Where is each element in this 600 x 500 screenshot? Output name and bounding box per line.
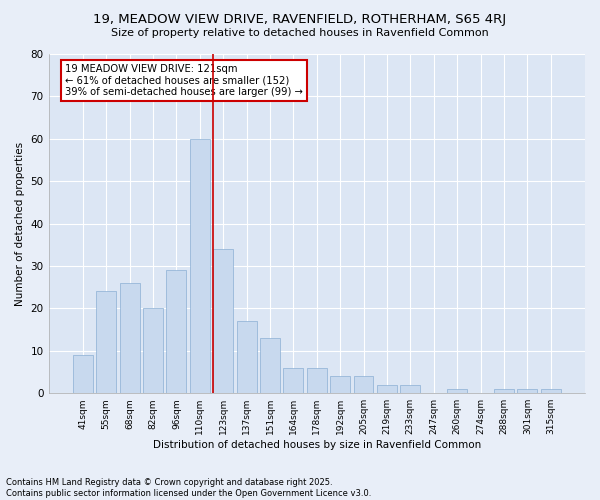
Bar xyxy=(377,384,397,393)
Y-axis label: Number of detached properties: Number of detached properties xyxy=(15,142,25,306)
Bar xyxy=(213,249,233,393)
Bar xyxy=(236,321,257,393)
Text: 19 MEADOW VIEW DRIVE: 121sqm
← 61% of detached houses are smaller (152)
39% of s: 19 MEADOW VIEW DRIVE: 121sqm ← 61% of de… xyxy=(65,64,302,98)
Text: 19, MEADOW VIEW DRIVE, RAVENFIELD, ROTHERHAM, S65 4RJ: 19, MEADOW VIEW DRIVE, RAVENFIELD, ROTHE… xyxy=(94,12,506,26)
Bar xyxy=(73,355,93,393)
X-axis label: Distribution of detached houses by size in Ravenfield Common: Distribution of detached houses by size … xyxy=(152,440,481,450)
Bar xyxy=(307,368,327,393)
Bar xyxy=(120,283,140,393)
Bar xyxy=(447,389,467,393)
Bar xyxy=(283,368,304,393)
Bar xyxy=(330,376,350,393)
Bar xyxy=(143,308,163,393)
Text: Contains HM Land Registry data © Crown copyright and database right 2025.
Contai: Contains HM Land Registry data © Crown c… xyxy=(6,478,371,498)
Bar xyxy=(517,389,537,393)
Bar xyxy=(260,338,280,393)
Bar xyxy=(494,389,514,393)
Bar xyxy=(97,292,116,393)
Bar xyxy=(190,139,210,393)
Bar xyxy=(353,376,373,393)
Bar xyxy=(400,384,420,393)
Bar xyxy=(166,270,187,393)
Text: Size of property relative to detached houses in Ravenfield Common: Size of property relative to detached ho… xyxy=(111,28,489,38)
Bar xyxy=(541,389,560,393)
